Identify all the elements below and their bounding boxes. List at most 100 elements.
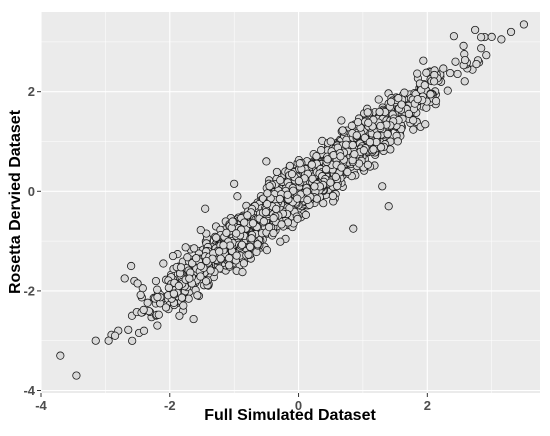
data-point bbox=[161, 303, 171, 312]
data-point bbox=[421, 120, 430, 129]
data-point bbox=[192, 254, 201, 263]
data-point bbox=[383, 130, 392, 139]
data-point bbox=[244, 250, 253, 259]
data-point bbox=[310, 182, 319, 191]
data-point bbox=[225, 254, 234, 263]
data-point bbox=[317, 146, 326, 155]
data-point bbox=[289, 186, 298, 195]
data-point bbox=[265, 182, 274, 191]
data-point bbox=[243, 211, 252, 220]
data-point bbox=[333, 182, 342, 191]
data-point bbox=[409, 125, 418, 134]
data-point bbox=[322, 165, 331, 174]
data-point bbox=[303, 195, 312, 205]
data-point bbox=[338, 126, 347, 135]
data-point bbox=[277, 220, 286, 229]
data-point bbox=[181, 243, 190, 252]
data-point bbox=[460, 55, 470, 65]
y-tick-label: 0 bbox=[28, 184, 35, 199]
data-point bbox=[386, 97, 396, 106]
data-point bbox=[225, 261, 234, 270]
y-tick-label: 2 bbox=[28, 84, 35, 99]
data-point bbox=[301, 210, 310, 219]
data-point bbox=[232, 229, 241, 238]
data-point bbox=[364, 118, 373, 127]
data-point bbox=[376, 143, 386, 152]
data-point bbox=[139, 305, 148, 314]
data-point bbox=[312, 152, 321, 161]
data-point bbox=[196, 225, 205, 235]
data-point bbox=[269, 214, 278, 223]
data-point bbox=[363, 160, 372, 169]
x-axis-title: Full Simulated Dataset bbox=[204, 407, 376, 424]
data-point bbox=[487, 32, 496, 42]
axes: -4 -2 0 2 -4 -2 0 2 bbox=[23, 84, 431, 413]
data-point bbox=[110, 331, 120, 340]
data-point bbox=[337, 116, 346, 125]
data-point bbox=[228, 217, 237, 226]
data-point bbox=[176, 263, 186, 272]
data-point bbox=[215, 247, 224, 256]
data-point bbox=[397, 100, 406, 109]
data-point bbox=[237, 240, 247, 249]
data-point bbox=[350, 150, 359, 159]
data-point bbox=[472, 59, 481, 69]
data-point bbox=[337, 163, 346, 172]
data-point bbox=[394, 94, 403, 103]
data-point bbox=[233, 192, 242, 201]
data-point bbox=[341, 140, 351, 149]
data-point bbox=[153, 321, 162, 330]
data-point bbox=[263, 189, 272, 198]
data-point bbox=[413, 69, 422, 78]
data-point bbox=[253, 240, 262, 249]
data-point bbox=[477, 44, 486, 53]
data-point bbox=[419, 56, 428, 65]
data-point bbox=[326, 137, 335, 146]
data-point bbox=[400, 88, 409, 97]
data-point bbox=[175, 311, 184, 320]
data-point bbox=[295, 159, 304, 168]
x-tick-label: 0 bbox=[295, 398, 302, 413]
data-point bbox=[183, 253, 192, 262]
data-point bbox=[375, 107, 384, 117]
data-point bbox=[201, 204, 210, 213]
data-point bbox=[120, 274, 129, 283]
data-point bbox=[230, 179, 239, 188]
data-point bbox=[378, 182, 387, 191]
data-point bbox=[222, 228, 231, 237]
x-tick-label: -4 bbox=[35, 398, 47, 413]
data-point bbox=[247, 234, 256, 243]
data-point bbox=[359, 146, 368, 155]
data-point bbox=[413, 95, 422, 104]
data-point bbox=[143, 298, 152, 307]
data-point bbox=[139, 326, 149, 335]
data-point bbox=[239, 259, 248, 268]
data-point bbox=[275, 194, 284, 204]
data-point bbox=[56, 351, 65, 360]
data-point bbox=[426, 90, 435, 99]
data-point bbox=[319, 199, 328, 208]
data-point bbox=[477, 33, 486, 42]
data-point bbox=[136, 290, 145, 300]
data-point bbox=[353, 118, 363, 127]
data-point bbox=[374, 95, 383, 104]
data-point bbox=[343, 167, 352, 177]
data-point bbox=[369, 145, 378, 154]
data-point bbox=[431, 96, 441, 106]
data-point bbox=[373, 131, 382, 140]
data-point bbox=[219, 241, 228, 250]
data-point bbox=[276, 176, 285, 185]
data-point bbox=[471, 25, 480, 35]
data-point bbox=[91, 336, 100, 345]
data-point bbox=[294, 176, 304, 186]
data-point bbox=[404, 109, 413, 118]
data-point bbox=[151, 276, 161, 286]
data-point bbox=[446, 68, 455, 78]
data-point bbox=[216, 254, 225, 263]
data-point bbox=[453, 69, 462, 79]
data-point bbox=[262, 246, 272, 255]
data-point bbox=[285, 161, 294, 171]
data-point bbox=[393, 137, 402, 146]
